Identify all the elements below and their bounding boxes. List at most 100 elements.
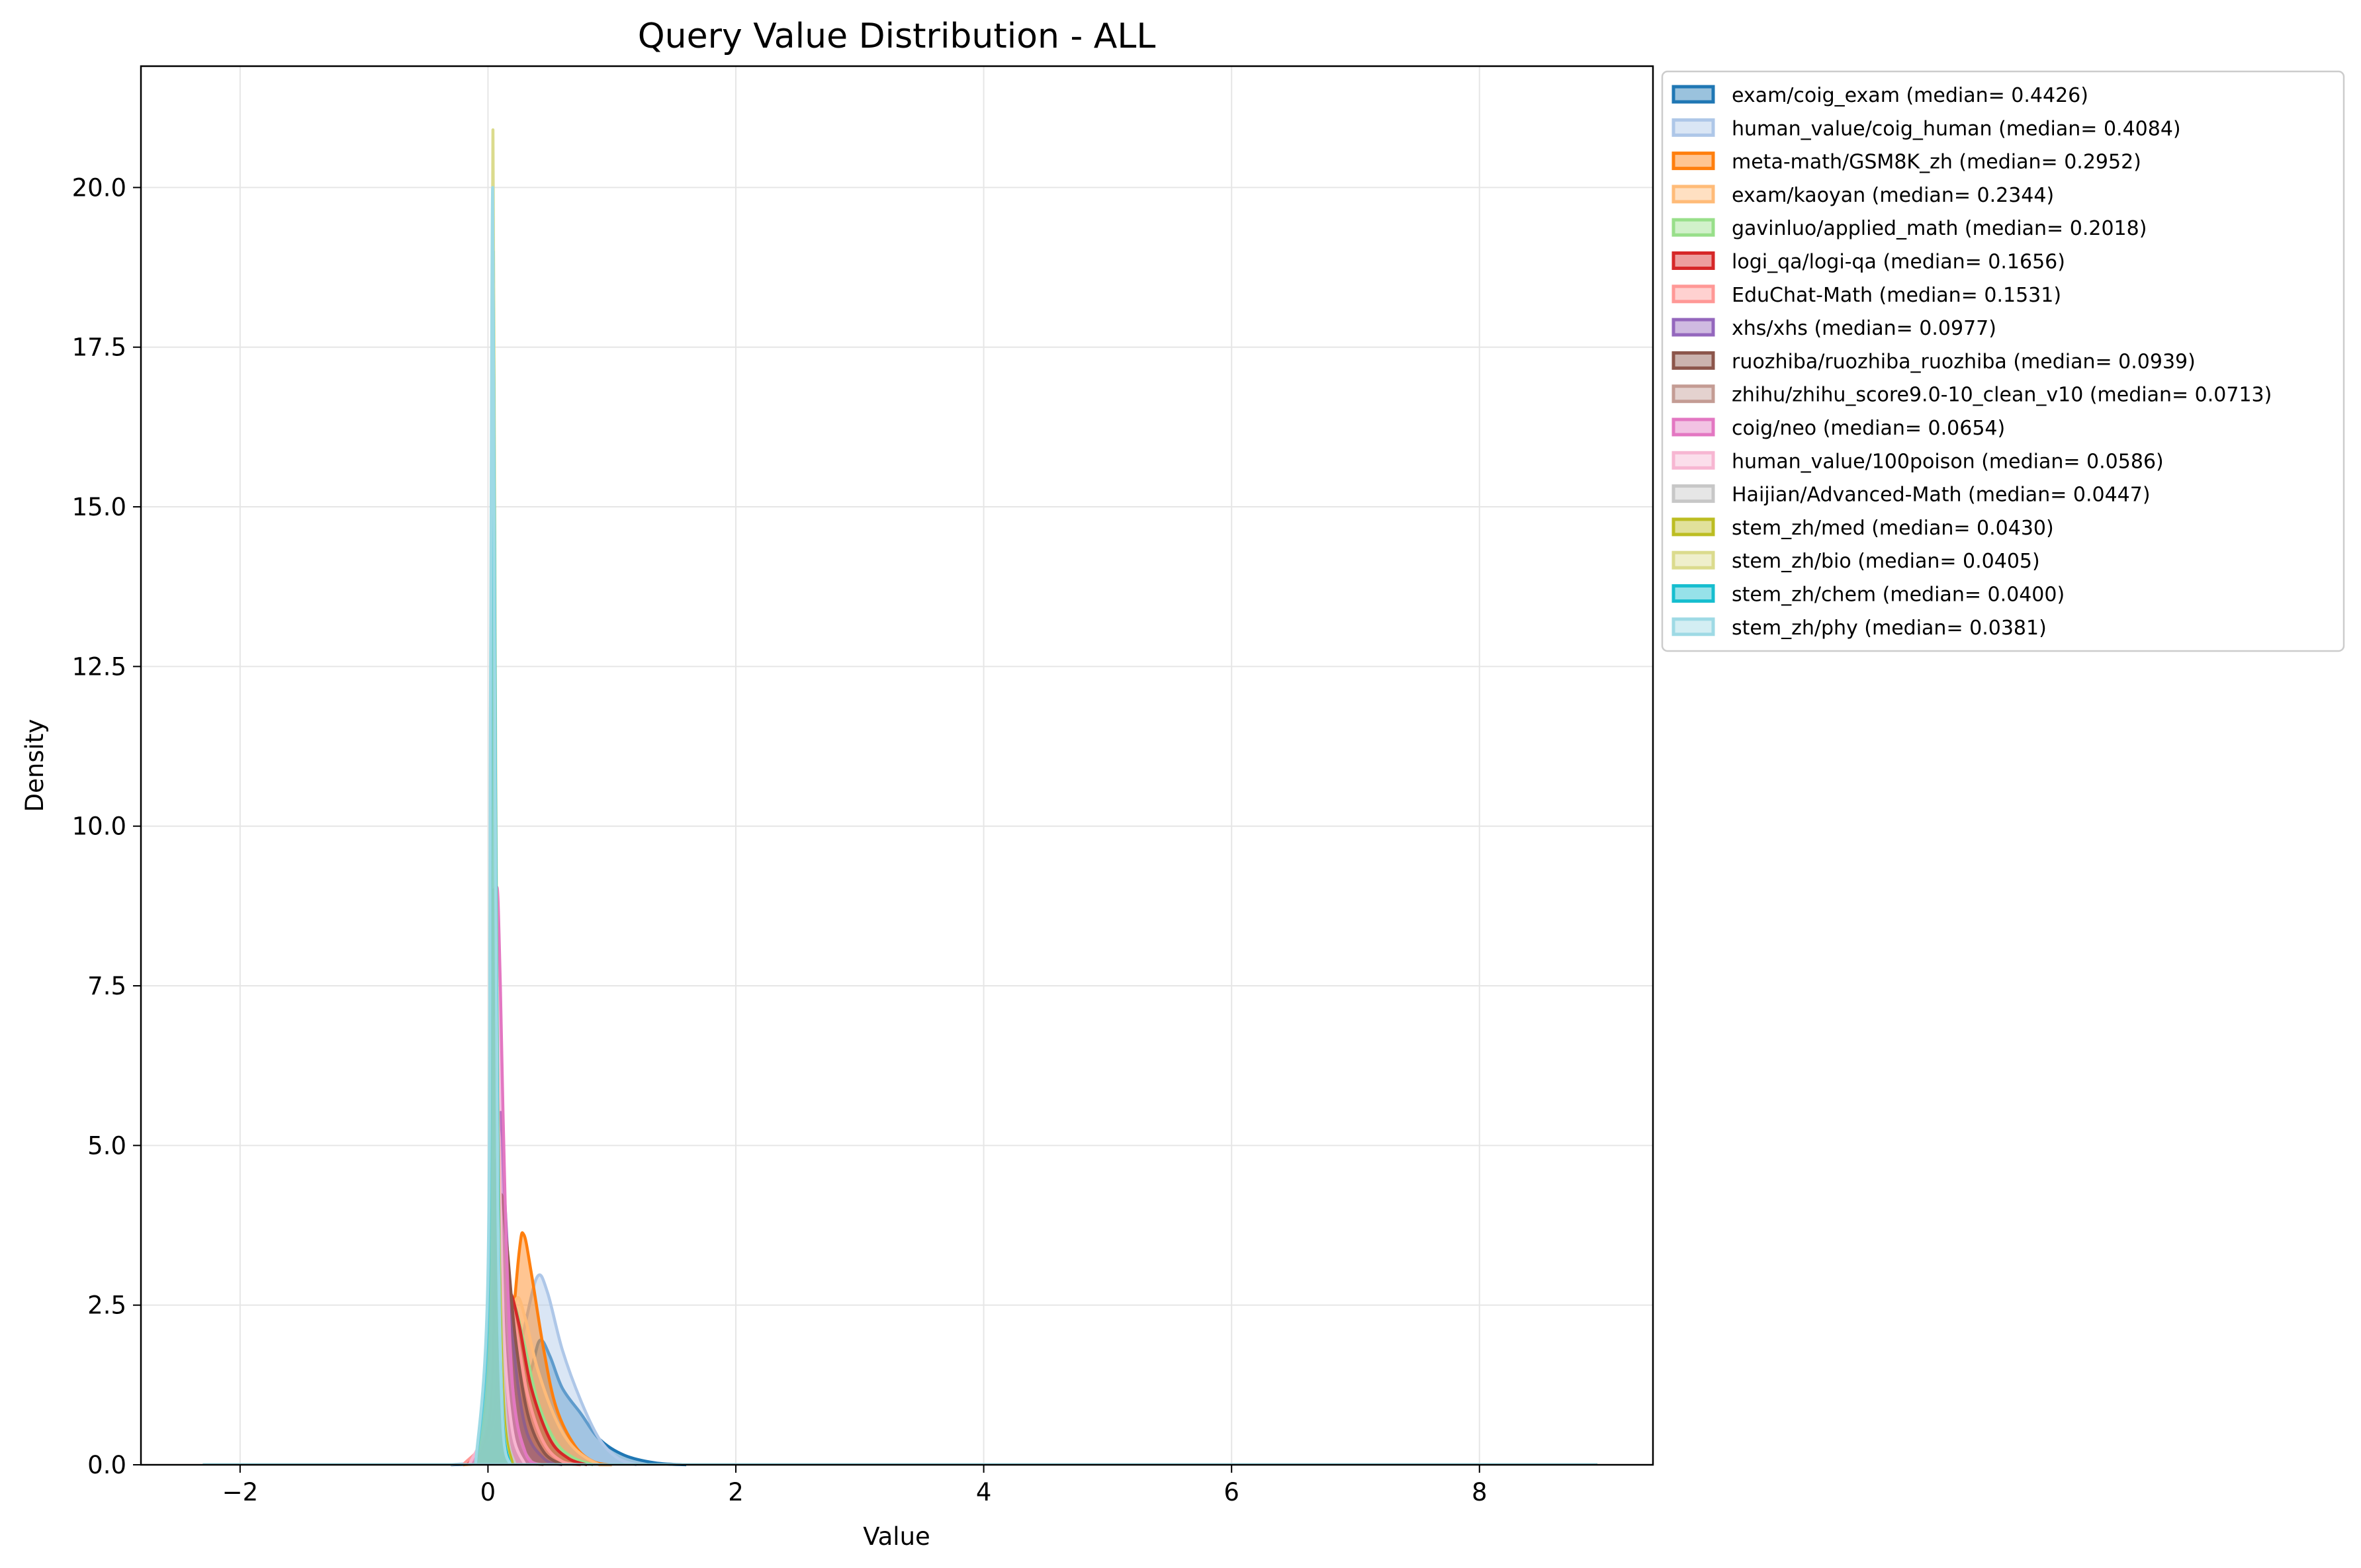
y-tick-label: 2.5 bbox=[87, 1291, 126, 1320]
legend-entry: logi_qa/logi-qa (median= 0.1656) bbox=[1671, 251, 2065, 274]
legend-swatch bbox=[1671, 351, 1715, 370]
legend-label: Haijian/Advanced-Math (median= 0.0447) bbox=[1732, 484, 2151, 507]
chart-title: Query Value Distribution - ALL bbox=[638, 17, 1156, 56]
legend-entry: ruozhiba/ruozhiba_ruozhiba (median= 0.09… bbox=[1671, 350, 2196, 373]
y-tick-label: 5.0 bbox=[87, 1131, 126, 1160]
legend-swatch bbox=[1671, 550, 1715, 570]
density-series bbox=[202, 1156, 1597, 1467]
legend-swatch bbox=[1671, 185, 1715, 204]
legend-swatch bbox=[1671, 484, 1715, 503]
legend: exam/coig_exam (median= 0.4426) human_val… bbox=[1661, 70, 2345, 652]
density-area bbox=[469, 1158, 544, 1465]
density-area bbox=[451, 1274, 637, 1465]
density-series bbox=[202, 1111, 1597, 1467]
density-series bbox=[202, 1295, 1597, 1467]
legend-entry: stem_zh/bio (median= 0.0405) bbox=[1671, 550, 2040, 573]
density-curve-line bbox=[462, 1295, 612, 1467]
y-tick-label: 17.5 bbox=[72, 333, 126, 362]
legend-entry: meta-math/GSM8K_zh (median= 0.2952) bbox=[1671, 151, 2141, 174]
density-area bbox=[475, 889, 515, 1465]
legend-swatch bbox=[1671, 617, 1715, 636]
legend-swatch bbox=[1671, 251, 1715, 270]
legend-frame bbox=[1661, 70, 2345, 652]
x-tick-label: 4 bbox=[976, 1478, 992, 1506]
legend-entry: xhs/xhs (median= 0.0977) bbox=[1671, 317, 1996, 340]
legend-label: stem_zh/chem (median= 0.0400) bbox=[1732, 584, 2065, 607]
legend-swatch bbox=[1671, 284, 1715, 304]
legend-label: gavinluo/applied_math (median= 0.2018) bbox=[1732, 217, 2147, 240]
x-axis-ticks: −2 0 2 4 6 8 bbox=[222, 1465, 1488, 1506]
legend-label: stem_zh/bio (median= 0.0405) bbox=[1732, 550, 2040, 573]
legend-entry: gavinluo/applied_math (median= 0.2018) bbox=[1671, 217, 2147, 240]
grid-lines bbox=[141, 66, 1653, 1465]
legend-entry: Haijian/Advanced-Math (median= 0.0447) bbox=[1671, 484, 2151, 507]
density-area bbox=[475, 130, 511, 1465]
legend-swatch bbox=[1671, 118, 1715, 137]
legend-entry: human_value/coig_human (median= 0.4084) bbox=[1671, 117, 2181, 140]
legend-swatch bbox=[1671, 152, 1715, 171]
legend-label: meta-math/GSM8K_zh (median= 0.2952) bbox=[1732, 151, 2141, 174]
legend-swatch bbox=[1671, 584, 1715, 603]
legend-swatch bbox=[1671, 318, 1715, 337]
legend-label: ruozhiba/ruozhiba_ruozhiba (median= 0.09… bbox=[1732, 350, 2196, 373]
density-curve-line bbox=[474, 186, 512, 1465]
y-tick-label: 20.0 bbox=[72, 173, 126, 202]
density-series bbox=[202, 1303, 1597, 1467]
legend-entry: zhihu/zhihu_score9.0-10_clean_v10 (media… bbox=[1671, 384, 2272, 407]
density-series bbox=[202, 1338, 1597, 1467]
density-area bbox=[475, 251, 511, 1465]
legend-entry: stem_zh/chem (median= 0.0400) bbox=[1671, 584, 2065, 607]
legend-entry: stem_zh/phy (median= 0.0381) bbox=[1671, 617, 2047, 640]
legend-entry: stem_zh/med (median= 0.0430) bbox=[1671, 517, 2054, 540]
density-series bbox=[202, 1193, 1597, 1466]
x-axis-label: Value bbox=[863, 1522, 930, 1551]
legend-entry: coig/neo (median= 0.0654) bbox=[1671, 417, 2005, 440]
y-tick-label: 12.5 bbox=[72, 652, 126, 681]
density-area bbox=[463, 1305, 594, 1465]
legend-label: zhihu/zhihu_score9.0-10_clean_v10 (media… bbox=[1732, 384, 2272, 407]
density-series bbox=[202, 888, 1597, 1465]
legend-swatch bbox=[1671, 417, 1715, 437]
y-axis-ticks: 0.0 2.5 5.0 7.5 10.0 12.5 15.0 17.5 20.0 bbox=[72, 173, 141, 1479]
y-tick-label: 0.0 bbox=[87, 1451, 126, 1479]
legend-label: xhs/xhs (median= 0.0977) bbox=[1732, 317, 1996, 340]
legend-swatch bbox=[1671, 218, 1715, 237]
legend-entry: exam/kaoyan (median= 0.2344) bbox=[1671, 184, 2054, 207]
x-tick-label: 8 bbox=[1472, 1478, 1488, 1506]
density-curve-line bbox=[451, 1338, 687, 1467]
density-series bbox=[202, 886, 1597, 1466]
density-curve-line bbox=[462, 1291, 588, 1467]
legend-swatch bbox=[1671, 451, 1715, 470]
density-series bbox=[202, 249, 1597, 1465]
density-curves bbox=[202, 128, 1597, 1467]
y-axis-label: Density bbox=[21, 719, 49, 812]
density-series bbox=[202, 1016, 1597, 1465]
density-series bbox=[202, 128, 1597, 1465]
y-tick-label: 10.0 bbox=[72, 812, 126, 841]
x-tick-label: 2 bbox=[728, 1478, 744, 1506]
legend-entry: exam/coig_exam (median= 0.4426) bbox=[1671, 84, 2088, 107]
legend-label: stem_zh/phy (median= 0.0381) bbox=[1732, 617, 2047, 640]
density-area bbox=[475, 187, 511, 1465]
legend-label: human_value/coig_human (median= 0.4084) bbox=[1732, 117, 2181, 140]
y-tick-label: 15.0 bbox=[72, 493, 126, 521]
density-series bbox=[202, 1231, 1597, 1467]
legend-label: exam/kaoyan (median= 0.2344) bbox=[1732, 184, 2054, 207]
density-series bbox=[202, 1273, 1597, 1467]
density-area bbox=[469, 1194, 562, 1465]
legend-entry: human_value/100poison (median= 0.0586) bbox=[1671, 450, 2164, 473]
legend-label: coig/neo (median= 0.0654) bbox=[1732, 417, 2005, 440]
legend-swatch bbox=[1671, 384, 1715, 404]
legend-label: stem_zh/med (median= 0.0430) bbox=[1732, 517, 2054, 540]
density-area bbox=[463, 1233, 612, 1465]
density-series bbox=[202, 1284, 1597, 1467]
density-series bbox=[202, 1291, 1597, 1467]
plot-area-frame bbox=[140, 65, 1654, 1466]
legend-swatch bbox=[1671, 517, 1715, 537]
legend-items: exam/coig_exam (median= 0.4426) human_val… bbox=[1671, 84, 2272, 640]
x-tick-label: −2 bbox=[222, 1478, 259, 1506]
legend-label: logi_qa/logi-qa (median= 0.1656) bbox=[1732, 251, 2065, 274]
legend-swatch bbox=[1671, 85, 1715, 104]
x-tick-label: 6 bbox=[1224, 1478, 1239, 1506]
